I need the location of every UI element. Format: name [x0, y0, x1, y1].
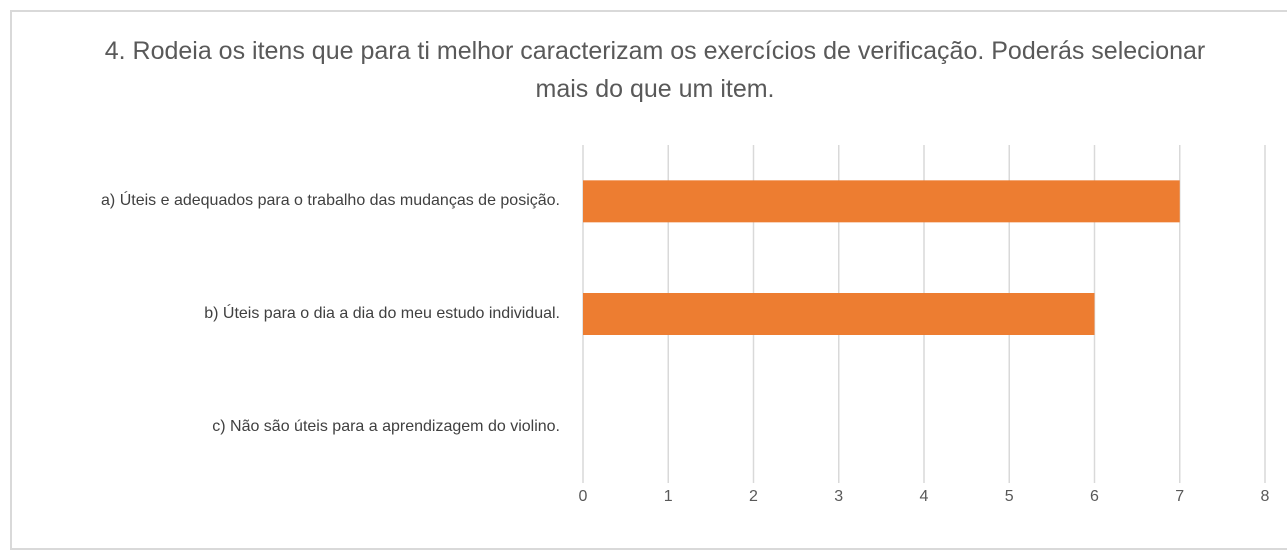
x-tick-label: 4 — [920, 488, 929, 505]
chart: 0 1 2 3 4 5 6 7 8 — [579, 145, 1270, 505]
y-tick-label: b) Úteis para o dia a dia do meu estudo … — [204, 305, 560, 322]
bar — [583, 293, 1095, 335]
x-tick-label: 5 — [1005, 488, 1014, 505]
y-tick-label: c) Não são úteis para a aprendizagem do … — [212, 417, 560, 435]
x-tick-label: 1 — [664, 488, 673, 505]
x-tick-label: 7 — [1175, 488, 1184, 505]
y-tick-label: a) Úteis e adequados para o trabalho das… — [101, 192, 560, 210]
bar — [583, 180, 1180, 223]
x-tick-label: 8 — [1261, 488, 1270, 505]
x-tick-label: 0 — [579, 488, 588, 505]
x-tick-label: 3 — [834, 488, 843, 505]
page: 4. Rodeia os itens que para ti melhor ca… — [10, 10, 1287, 550]
chart-title: 4. Rodeia os itens que para ti melhor ca… — [104, 37, 1206, 103]
x-tick-label: 2 — [749, 488, 758, 505]
x-tick-label: 6 — [1090, 488, 1099, 505]
